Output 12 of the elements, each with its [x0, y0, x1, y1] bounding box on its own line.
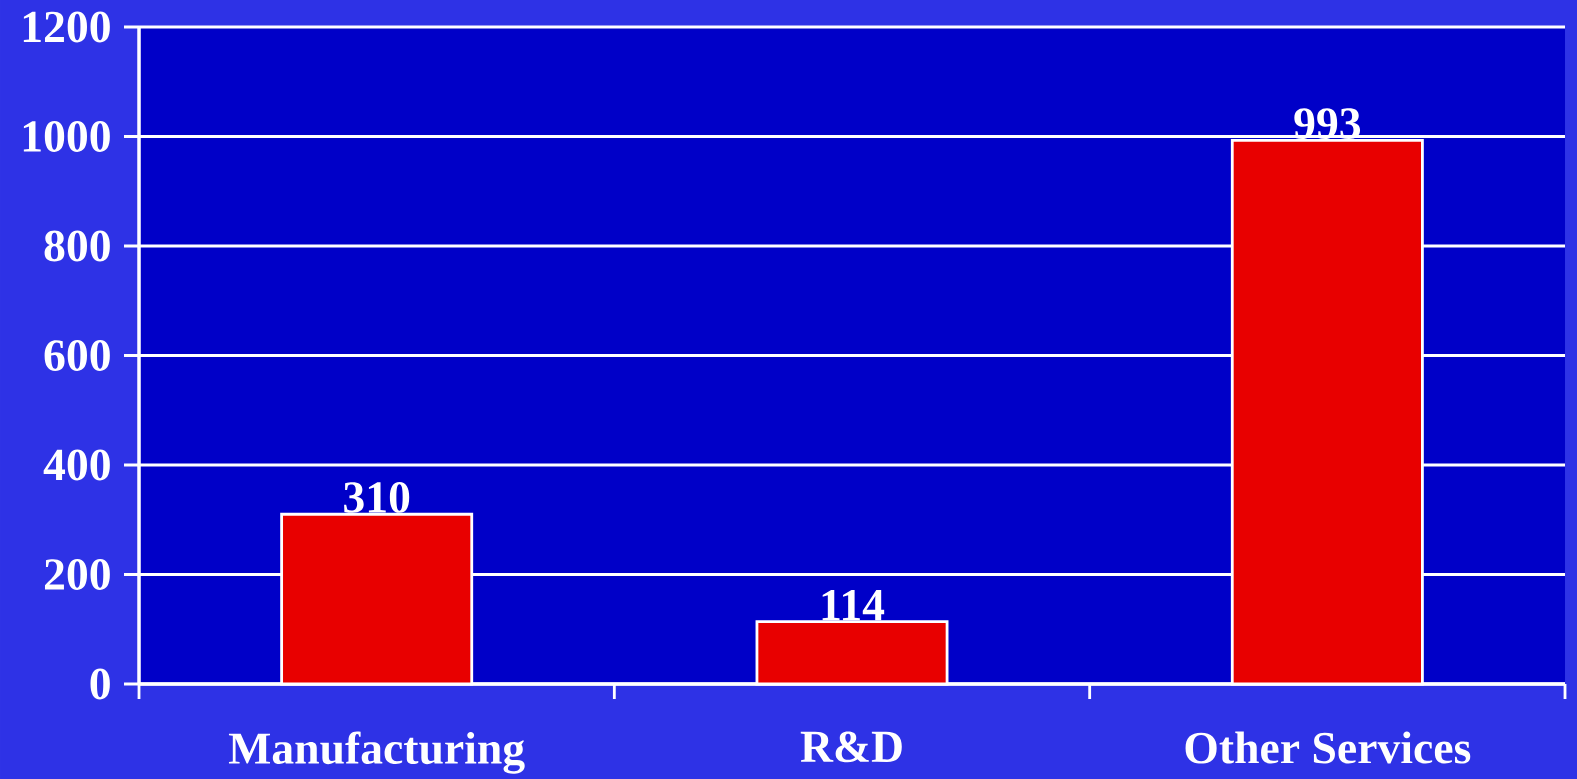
y-tick-label: 600 [44, 340, 110, 371]
data-label: 310 [344, 482, 410, 513]
x-tick-label: Manufacturing [228, 731, 525, 774]
data-label: 114 [822, 590, 885, 621]
y-tick-label: 400 [43, 449, 110, 481]
y-tick-label: 1200 [23, 11, 110, 43]
y-tick-label: 0 [90, 668, 110, 700]
y-tick-label: 1000 [23, 121, 110, 152]
x-tick-label: R&D [800, 731, 902, 763]
x-tick-label: Other Services [1185, 731, 1471, 764]
y-tick-label: 800 [44, 230, 110, 262]
y-tick-label: 200 [44, 559, 110, 590]
